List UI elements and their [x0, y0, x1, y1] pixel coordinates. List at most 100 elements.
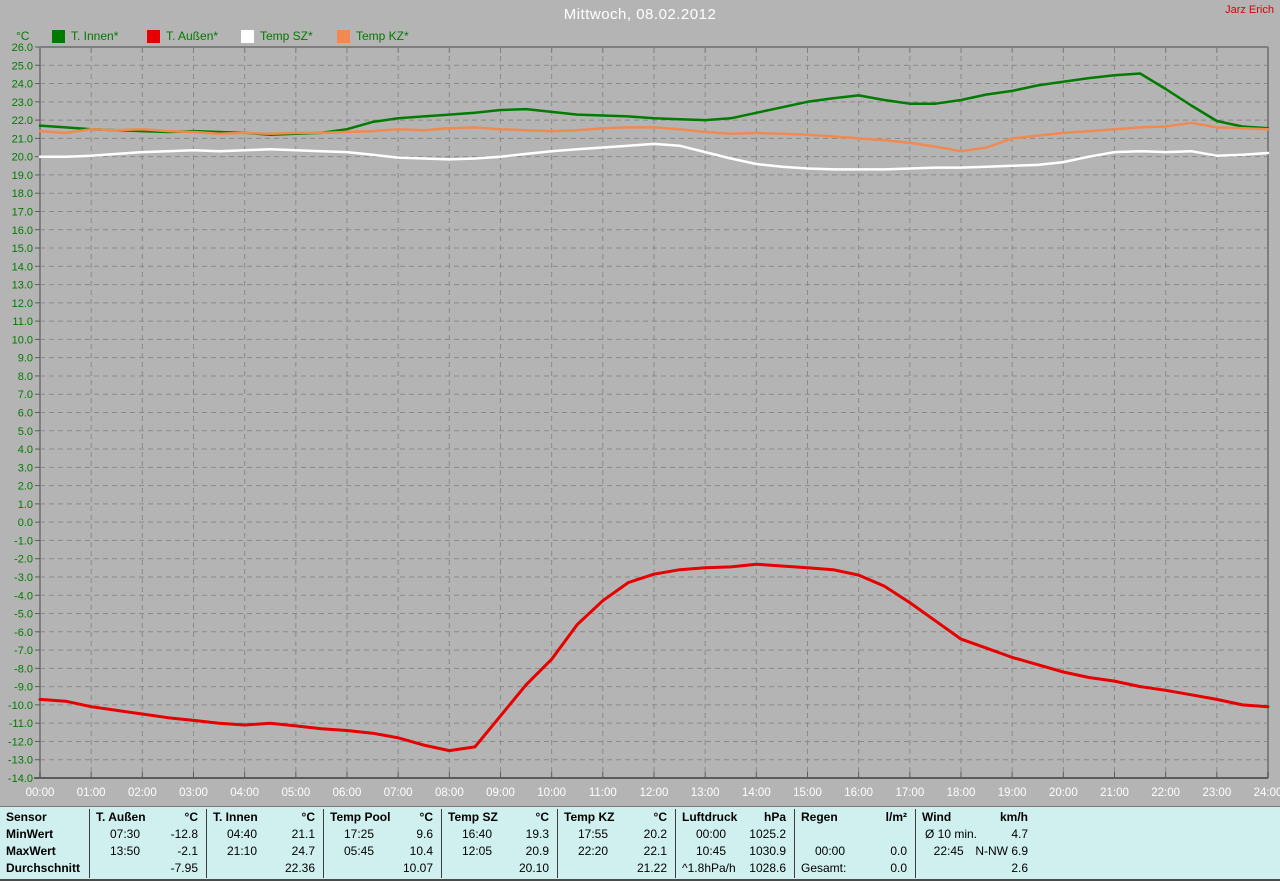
- y-tick-label: -8.0: [14, 663, 33, 675]
- y-tick-label: -13.0: [8, 755, 33, 767]
- y-tick-label: -11.0: [9, 718, 33, 730]
- maxwert-row: 00:00 0.0: [795, 843, 915, 860]
- maxwert-value: -2.1: [177, 844, 198, 858]
- minwert-time: 16:40: [461, 827, 493, 841]
- sensor-unit: °C: [535, 810, 549, 824]
- durchschnitt-row: Gesamt: 0.0: [795, 860, 915, 877]
- y-tick-label: 12.0: [12, 298, 33, 310]
- legend-swatch-icon: [241, 29, 254, 43]
- minwert-value: 19.3: [525, 827, 549, 841]
- sensor-name: Regen: [801, 810, 838, 824]
- durchschnitt-value: 1028.6: [749, 861, 786, 875]
- sensor-statistics-table: Sensor MinWert MaxWert Durchschnitt T. Außen…: [0, 806, 1280, 881]
- minwert-value: 1025.2: [749, 827, 786, 841]
- y-tick-label: -4.0: [14, 590, 33, 602]
- y-tick-label: 10.0: [12, 334, 33, 346]
- x-tick-label: 17:00: [895, 787, 924, 799]
- maxwert-time: 22:45: [933, 844, 964, 858]
- y-tick-label: 14.0: [12, 261, 33, 273]
- legend-item: Temp SZ*: [241, 29, 313, 43]
- x-tick-label: 24:00: [1254, 787, 1280, 799]
- minwert-row: 17:55 20.2: [558, 826, 675, 843]
- minwert-value: 9.6: [416, 827, 433, 841]
- y-tick-label: 19.0: [12, 170, 33, 182]
- y-tick-label: 20.0: [12, 152, 33, 164]
- sensor-unit: km/h: [999, 810, 1028, 824]
- minwert-value: 21.1: [291, 827, 315, 841]
- sensor-unit: °C: [653, 810, 667, 824]
- sensor-group-temp-kz: Temp KZ °C 17:55 20.2 22:20 22.1 21.22: [557, 809, 675, 878]
- y-tick-label: 16.0: [12, 225, 33, 237]
- sensor-group-t-au-en: T. Außen °C 07:30 -12.8 13:50 -2.1 -7.95: [89, 809, 206, 878]
- sensor-group-temp-pool: Temp Pool °C 17:25 9.6 05:45 10.4 10.07: [323, 809, 441, 878]
- page-title: Mittwoch, 08.02.2012: [563, 6, 717, 23]
- x-tick-label: 11:00: [589, 787, 617, 799]
- maxwert-time: 21:10: [226, 844, 258, 858]
- row-header: MinWert: [6, 827, 54, 841]
- maxwert-value: N-NW 6.9: [975, 844, 1028, 858]
- x-tick-label: 07:00: [384, 787, 413, 799]
- maxwert-row: 21:10 24.7: [207, 843, 323, 860]
- sensor-group-temp-sz: Temp SZ °C 16:40 19.3 12:05 20.9 20.10: [441, 809, 557, 878]
- sensor-group-header: Regen l/m²: [795, 809, 915, 826]
- minwert-value: -12.8: [170, 827, 198, 841]
- x-tick-label: 01:00: [77, 787, 106, 799]
- maxwert-time: 12:05: [461, 844, 493, 858]
- x-tick-label: 20:00: [1049, 787, 1078, 799]
- y-tick-label: 7.0: [18, 389, 33, 401]
- sensor-group-regen: Regen l/m² 00:00 0.0 Gesamt: 0.0: [794, 809, 915, 878]
- x-tick-label: 16:00: [844, 787, 873, 799]
- series-t-au-en-: [38, 562, 1270, 753]
- durchschnitt-value: 2.6: [1011, 861, 1028, 875]
- maxwert-row: 10:45 1030.9: [676, 843, 794, 860]
- x-tick-label: 21:00: [1100, 787, 1129, 799]
- legend-item: T. Außen*: [147, 29, 218, 43]
- y-tick-label: -5.0: [14, 609, 33, 621]
- y-tick-label: -12.0: [8, 736, 33, 748]
- y-tick-label: 13.0: [12, 280, 33, 292]
- x-tick-label: 18:00: [947, 787, 976, 799]
- minwert-row: [795, 826, 915, 843]
- maxwert-time: 10:45: [695, 844, 727, 858]
- minwert-value: [859, 826, 907, 843]
- durchschnitt-value: 20.10: [518, 861, 549, 875]
- x-tick-label: 04:00: [230, 787, 259, 799]
- maxwert-value: 24.7: [291, 844, 315, 858]
- minwert-row: 00:00 1025.2: [676, 826, 794, 843]
- durchschnitt-row: 20.10: [442, 860, 557, 877]
- watermark-author: Jarz Erich: [1225, 4, 1274, 16]
- x-tick-label: 22:00: [1151, 787, 1180, 799]
- sensor-group-header: T. Innen °C: [207, 809, 323, 826]
- table-row-labels: Sensor MinWert MaxWert Durchschnitt: [0, 809, 89, 878]
- legend-swatch-icon: [147, 29, 160, 43]
- durchschnitt-value: 0.0: [890, 861, 907, 875]
- legend-label: T. Innen*: [71, 29, 119, 43]
- maxwert-value: 22.1: [643, 844, 667, 858]
- durchschnitt-value: 21.22: [636, 861, 667, 875]
- y-tick-label: -9.0: [14, 682, 33, 694]
- legend-label: Temp KZ*: [356, 29, 409, 43]
- sensor-group-header: Luftdruck hPa: [676, 809, 794, 826]
- maxwert-row: 13:50 -2.1: [90, 843, 206, 860]
- sensor-group-header: Temp KZ °C: [558, 809, 675, 826]
- y-tick-label: 24.0: [12, 79, 33, 91]
- minwert-time: 00:00: [695, 827, 727, 841]
- x-tick-label: 19:00: [998, 787, 1027, 799]
- x-tick-label: 08:00: [435, 787, 464, 799]
- minwert-time: 17:55: [577, 827, 609, 841]
- durchschnitt-value: 22.36: [284, 861, 315, 875]
- legend-label: Temp SZ*: [260, 29, 313, 43]
- durchschnitt-row: 10.07: [324, 860, 441, 877]
- x-tick-label: 09:00: [486, 787, 515, 799]
- durchschnitt-label: [448, 860, 506, 877]
- maxwert-time: 05:45: [343, 844, 375, 858]
- y-tick-label: 22.0: [12, 115, 33, 127]
- minwert-time: 07:30: [109, 827, 141, 841]
- sensor-unit: °C: [301, 810, 315, 824]
- y-tick-label: -1.0: [14, 535, 33, 547]
- minwert-time: 04:40: [226, 827, 258, 841]
- y-tick-label: -6.0: [14, 627, 33, 639]
- y-tick-label: 1.0: [18, 499, 33, 511]
- maxwert-time: 00:00: [814, 844, 846, 858]
- sensor-name: Luftdruck: [682, 810, 738, 824]
